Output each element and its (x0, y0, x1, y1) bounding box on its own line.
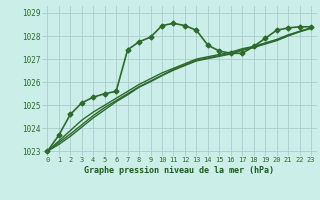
X-axis label: Graphe pression niveau de la mer (hPa): Graphe pression niveau de la mer (hPa) (84, 166, 274, 175)
